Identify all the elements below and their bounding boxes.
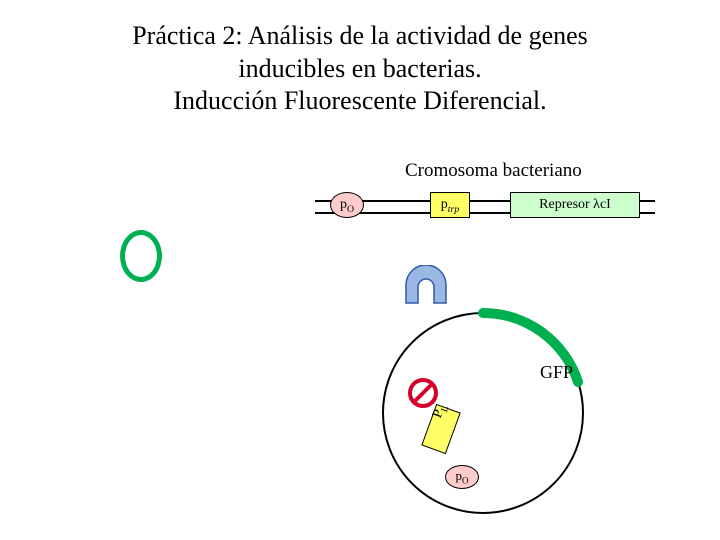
- title-line-3: Inducción Fluorescente Diferencial.: [173, 86, 546, 115]
- chromosome-label: Cromosoma bacteriano: [405, 160, 582, 182]
- repressor-horseshoe-icon: [400, 265, 452, 305]
- po-promoter-box: pO: [330, 192, 364, 218]
- po-label: p: [340, 197, 347, 212]
- repressor-box: Represor λcI: [510, 192, 640, 218]
- plasmid-large-icon: [370, 300, 595, 525]
- title-line-2: inducibles en bacterias.: [238, 54, 481, 83]
- page-title: Práctica 2: Análisis de la actividad de …: [60, 20, 660, 118]
- title-line-1: Práctica 2: Análisis de la actividad de …: [132, 21, 588, 50]
- ptrp-sub: trp: [448, 204, 459, 215]
- repressor-label: Represor λcI: [539, 197, 611, 212]
- plasmid-small-icon: [120, 230, 162, 282]
- po-plasmid-box: pO: [445, 465, 479, 489]
- po2-sub: O: [462, 476, 469, 486]
- slide: Práctica 2: Análisis de la actividad de …: [0, 0, 720, 540]
- po-sub: O: [347, 204, 354, 215]
- ptrp-promoter-box: ptrp: [430, 192, 470, 218]
- gfp-label: GFP: [540, 362, 573, 383]
- ptrp-label: p: [441, 197, 448, 212]
